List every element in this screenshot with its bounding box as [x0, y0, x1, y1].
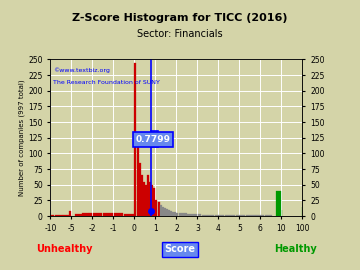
Bar [141, 175, 143, 216]
Bar [135, 63, 136, 216]
Text: Sector: Financials: Sector: Financials [137, 29, 223, 39]
Bar [179, 213, 180, 216]
Bar [181, 214, 183, 216]
Bar [156, 200, 157, 216]
Bar [63, 215, 67, 216]
Bar [195, 214, 197, 216]
Bar [124, 214, 134, 216]
Bar [166, 209, 168, 216]
Bar [265, 215, 267, 216]
Bar [69, 211, 71, 216]
Bar [158, 202, 159, 216]
Bar [235, 215, 245, 216]
Bar [139, 163, 141, 216]
Bar [187, 214, 189, 216]
Bar [276, 191, 282, 216]
Bar [160, 205, 162, 216]
Bar [202, 215, 208, 216]
Bar [164, 208, 166, 216]
Bar [50, 215, 54, 216]
Text: Score: Score [165, 244, 195, 254]
Text: 0.7799: 0.7799 [135, 135, 170, 144]
Text: Z-Score Histogram for TICC (2016): Z-Score Histogram for TICC (2016) [72, 12, 288, 23]
Y-axis label: Number of companies (997 total): Number of companies (997 total) [19, 79, 26, 196]
Bar [82, 214, 89, 216]
Bar [198, 214, 202, 216]
Bar [59, 215, 63, 216]
Bar [246, 215, 256, 216]
Bar [67, 215, 71, 216]
Bar [208, 215, 214, 216]
Bar [185, 214, 187, 216]
Bar [143, 181, 145, 216]
Bar [168, 210, 170, 216]
Bar [256, 215, 262, 216]
Text: ©www.textbiz.org: ©www.textbiz.org [53, 67, 110, 73]
Bar [145, 185, 147, 216]
Bar [114, 214, 123, 216]
Bar [172, 212, 174, 216]
Bar [270, 215, 273, 216]
Bar [103, 213, 113, 216]
Bar [151, 185, 153, 216]
Text: Healthy: Healthy [274, 244, 316, 254]
Bar [262, 215, 265, 216]
Bar [147, 175, 149, 216]
Bar [176, 213, 179, 216]
Text: The Research Foundation of SUNY: The Research Foundation of SUNY [53, 80, 160, 85]
Bar [189, 214, 191, 216]
Bar [55, 215, 59, 216]
Bar [267, 215, 270, 216]
Bar [225, 215, 235, 216]
Bar [215, 215, 224, 216]
Text: Unhealthy: Unhealthy [37, 244, 93, 254]
Bar [162, 207, 164, 216]
Bar [93, 213, 103, 216]
Bar [136, 134, 139, 216]
Bar [183, 214, 185, 216]
Bar [153, 188, 155, 216]
Bar [89, 213, 92, 216]
Bar [149, 181, 151, 216]
Bar [75, 214, 82, 216]
Bar [193, 214, 195, 216]
Bar [191, 214, 193, 216]
Bar [174, 212, 176, 216]
Bar [170, 211, 172, 216]
